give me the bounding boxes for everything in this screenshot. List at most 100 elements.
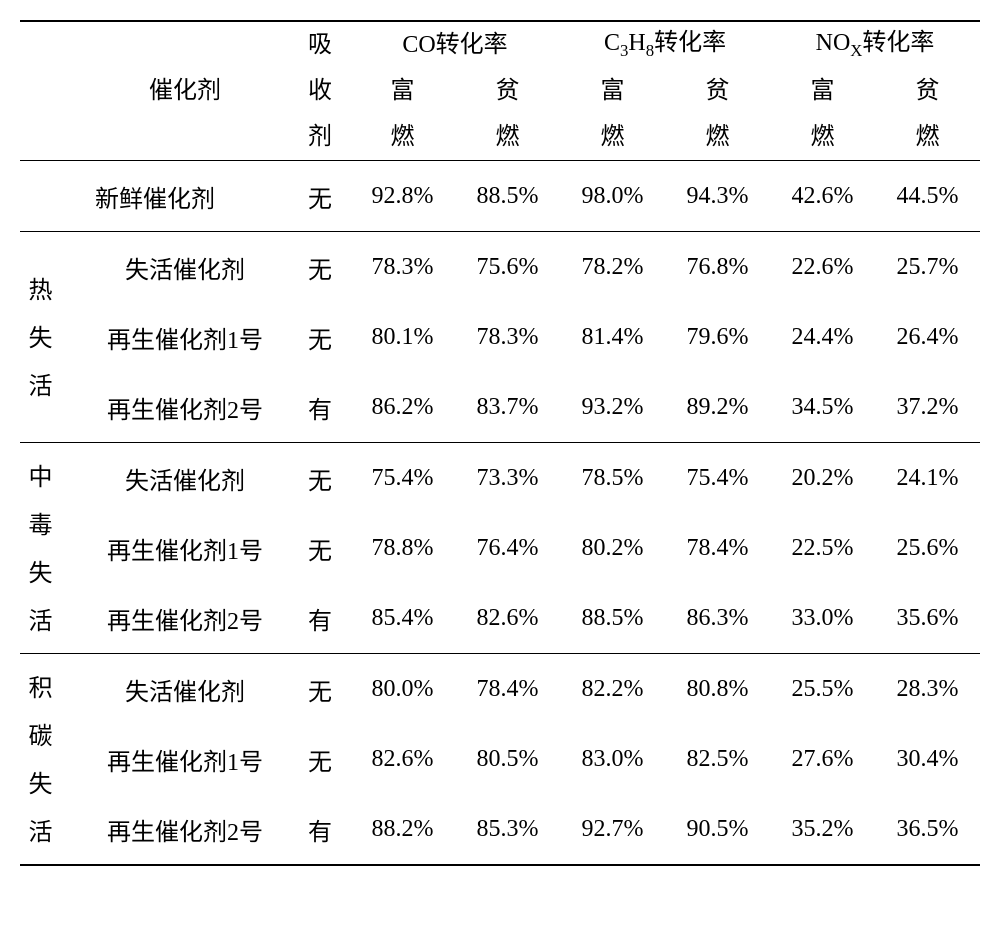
row-label: 失活催化剂 xyxy=(80,232,290,303)
row-absorbent: 无 xyxy=(290,724,350,794)
table-row: 热失活 失活催化剂 无 78.3% 75.6% 78.2% 76.8% 22.6… xyxy=(20,232,980,303)
hdr-absorbent-3: 剂 xyxy=(290,114,350,161)
row-label: 再生催化剂1号 xyxy=(80,513,290,583)
cell: 92.7% xyxy=(560,794,665,865)
cell: 75.6% xyxy=(455,232,560,303)
hdr-nox-rich-2: 燃 xyxy=(770,114,875,161)
cell: 82.6% xyxy=(455,583,560,654)
cell: 83.0% xyxy=(560,724,665,794)
table-row: 中毒失活 失活催化剂 无 75.4% 73.3% 78.5% 75.4% 20.… xyxy=(20,443,980,514)
cell: 30.4% xyxy=(875,724,980,794)
row-label: 再生催化剂1号 xyxy=(80,724,290,794)
hdr-absorbent-1: 吸 xyxy=(290,21,350,68)
cell: 82.2% xyxy=(560,654,665,725)
cell: 22.6% xyxy=(770,232,875,303)
cell: 86.2% xyxy=(350,372,455,443)
fresh-c3h8-rich: 98.0% xyxy=(560,161,665,232)
hdr-co-lean-2: 燃 xyxy=(455,114,560,161)
row-absorbent: 无 xyxy=(290,232,350,303)
cell: 80.8% xyxy=(665,654,770,725)
cell: 28.3% xyxy=(875,654,980,725)
hdr-c3h8-lean-1: 贫 xyxy=(665,68,770,114)
group-label-coke: 积碳失活 xyxy=(20,654,80,866)
hdr-c3h8-rich-2: 燃 xyxy=(560,114,665,161)
cell: 78.4% xyxy=(665,513,770,583)
table-row: 再生催化剂1号 无 78.8% 76.4% 80.2% 78.4% 22.5% … xyxy=(20,513,980,583)
cell: 78.4% xyxy=(455,654,560,725)
cell: 88.5% xyxy=(560,583,665,654)
row-label: 再生催化剂2号 xyxy=(80,372,290,443)
cell: 75.4% xyxy=(665,443,770,514)
fresh-nox-rich: 42.6% xyxy=(770,161,875,232)
cell: 93.2% xyxy=(560,372,665,443)
row-label: 失活催化剂 xyxy=(80,654,290,725)
cell: 76.4% xyxy=(455,513,560,583)
cell: 82.6% xyxy=(350,724,455,794)
hdr-nox-rich-1: 富 xyxy=(770,68,875,114)
cell: 76.8% xyxy=(665,232,770,303)
row-absorbent: 无 xyxy=(290,513,350,583)
table-row: 再生催化剂2号 有 88.2% 85.3% 92.7% 90.5% 35.2% … xyxy=(20,794,980,865)
fresh-c3h8-lean: 94.3% xyxy=(665,161,770,232)
fresh-co-lean: 88.5% xyxy=(455,161,560,232)
cell: 24.1% xyxy=(875,443,980,514)
cell: 78.5% xyxy=(560,443,665,514)
hdr-nox-lean-1: 贫 xyxy=(875,68,980,114)
row-label: 再生催化剂1号 xyxy=(80,302,290,372)
cell: 20.2% xyxy=(770,443,875,514)
row-absorbent: 有 xyxy=(290,583,350,654)
row-absorbent: 无 xyxy=(290,654,350,725)
table-row: 积碳失活 失活催化剂 无 80.0% 78.4% 82.2% 80.8% 25.… xyxy=(20,654,980,725)
header-row-1: 催化剂 吸 CO转化率 C3H8转化率 NOX转化率 xyxy=(20,21,980,68)
hdr-c3h8-lean-2: 燃 xyxy=(665,114,770,161)
row-label: 失活催化剂 xyxy=(80,443,290,514)
cell: 80.0% xyxy=(350,654,455,725)
cell: 80.2% xyxy=(560,513,665,583)
hdr-nox-rate: NOX转化率 xyxy=(770,21,980,68)
cell: 78.2% xyxy=(560,232,665,303)
hdr-absorbent-2: 收 xyxy=(290,68,350,114)
cell: 24.4% xyxy=(770,302,875,372)
cell: 88.2% xyxy=(350,794,455,865)
fresh-label: 新鲜催化剂 xyxy=(20,161,290,232)
cell: 26.4% xyxy=(875,302,980,372)
cell: 25.6% xyxy=(875,513,980,583)
cell: 75.4% xyxy=(350,443,455,514)
row-absorbent: 有 xyxy=(290,794,350,865)
group-label-poison: 中毒失活 xyxy=(20,443,80,654)
hdr-co-lean-1: 贫 xyxy=(455,68,560,114)
fresh-co-rich: 92.8% xyxy=(350,161,455,232)
cell: 37.2% xyxy=(875,372,980,443)
group-label-thermal: 热失活 xyxy=(20,232,80,443)
hdr-co-rate: CO转化率 xyxy=(350,21,560,68)
hdr-co-rich-1: 富 xyxy=(350,68,455,114)
cell: 79.6% xyxy=(665,302,770,372)
cell: 78.3% xyxy=(350,232,455,303)
cell: 22.5% xyxy=(770,513,875,583)
cell: 25.7% xyxy=(875,232,980,303)
cell: 89.2% xyxy=(665,372,770,443)
hdr-co-rich-2: 燃 xyxy=(350,114,455,161)
table-row: 再生催化剂1号 无 82.6% 80.5% 83.0% 82.5% 27.6% … xyxy=(20,724,980,794)
hdr-nox-lean-2: 燃 xyxy=(875,114,980,161)
cell: 82.5% xyxy=(665,724,770,794)
hdr-c3h8-rich-1: 富 xyxy=(560,68,665,114)
cell: 83.7% xyxy=(455,372,560,443)
fresh-row: 新鲜催化剂 无 92.8% 88.5% 98.0% 94.3% 42.6% 44… xyxy=(20,161,980,232)
cell: 80.5% xyxy=(455,724,560,794)
table-row: 再生催化剂1号 无 80.1% 78.3% 81.4% 79.6% 24.4% … xyxy=(20,302,980,372)
fresh-absorbent: 无 xyxy=(290,161,350,232)
fresh-nox-lean: 44.5% xyxy=(875,161,980,232)
cell: 27.6% xyxy=(770,724,875,794)
cell: 78.3% xyxy=(455,302,560,372)
cell: 86.3% xyxy=(665,583,770,654)
cell: 80.1% xyxy=(350,302,455,372)
hdr-catalyst: 催化剂 xyxy=(80,21,290,161)
table-row: 再生催化剂2号 有 86.2% 83.7% 93.2% 89.2% 34.5% … xyxy=(20,372,980,443)
cell: 85.3% xyxy=(455,794,560,865)
cell: 35.2% xyxy=(770,794,875,865)
cell: 73.3% xyxy=(455,443,560,514)
cell: 81.4% xyxy=(560,302,665,372)
cell: 25.5% xyxy=(770,654,875,725)
cell: 34.5% xyxy=(770,372,875,443)
